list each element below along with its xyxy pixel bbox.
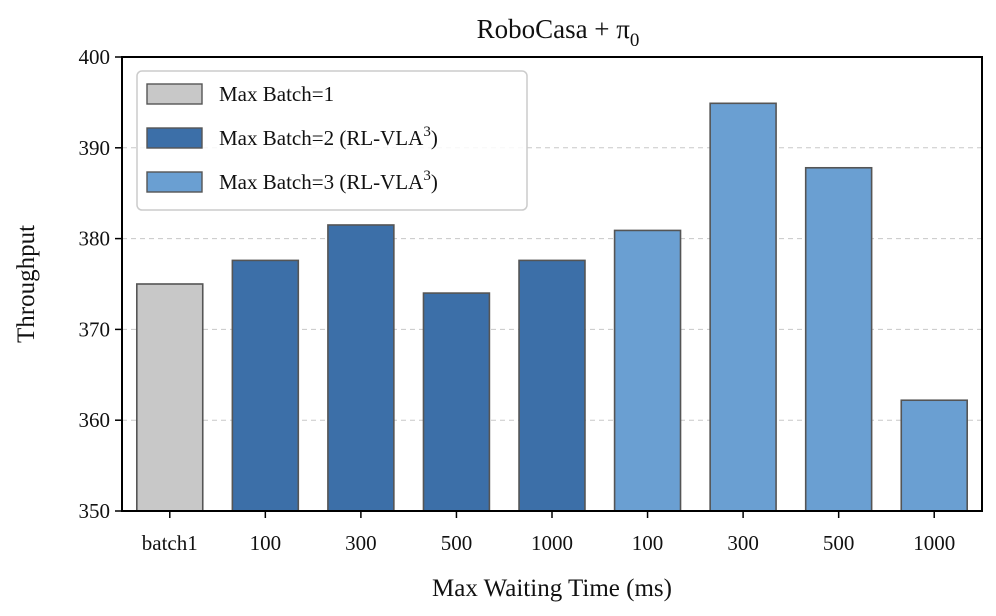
- legend-label: Max Batch=2 (RL-VLA3): [219, 124, 438, 150]
- y-axis-title: Throughput: [13, 225, 40, 343]
- bar-5: [613, 229, 682, 512]
- bar-1: [231, 259, 300, 512]
- plot-frame: [121, 56, 983, 512]
- y-tick-label: 350: [79, 499, 111, 523]
- y-tick-label: 400: [79, 45, 111, 69]
- legend-swatch: [146, 127, 203, 149]
- x-tick-label: 500: [823, 531, 855, 555]
- bar-0: [136, 283, 204, 512]
- bar-8: [900, 399, 968, 512]
- chart-title: RoboCasa + π0: [477, 14, 640, 51]
- x-tick-label: 1000: [531, 531, 573, 555]
- x-tick-label: 300: [345, 531, 377, 555]
- legend-label: Max Batch=1: [219, 82, 334, 106]
- bar-6: [709, 102, 777, 512]
- x-tick-label: batch1: [142, 531, 198, 555]
- x-tick-label: 100: [632, 531, 664, 555]
- y-tick-label: 390: [79, 136, 111, 160]
- x-tick-label: 100: [250, 531, 282, 555]
- x-tick-label: 1000: [913, 531, 955, 555]
- y-tick-label: 380: [79, 227, 111, 251]
- bar-7: [804, 166, 873, 512]
- bars: [136, 102, 968, 512]
- x-tick-label: 300: [727, 531, 759, 555]
- x-axis-title: Max Waiting Time (ms): [432, 575, 672, 602]
- legend-swatch: [146, 83, 203, 105]
- legend-box: [136, 70, 528, 211]
- x-tick-label: 500: [441, 531, 473, 555]
- bar-2: [327, 224, 395, 512]
- legend-label: Max Batch=3 (RL-VLA3): [219, 168, 438, 194]
- bar-4: [518, 259, 586, 512]
- bar-3: [422, 292, 491, 512]
- axes: 350 360 370 380 390 400 batch1 100 300 500 1000 100…: [79, 45, 983, 555]
- y-tick-label: 360: [79, 408, 111, 432]
- y-tick-label: 370: [79, 317, 111, 341]
- legend: Max Batch=1 Max Batch=2 (RL-VLA3) Max Batc…: [136, 70, 528, 211]
- legend-swatch: [146, 171, 203, 193]
